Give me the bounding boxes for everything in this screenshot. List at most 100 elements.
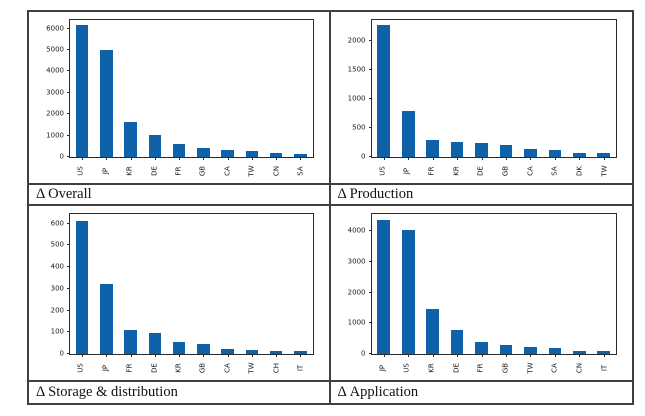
figure-grid-table: 0 1000 2000 3000 4000 5000 6000 US JP KR DE FR GB CA… (27, 10, 634, 405)
bar (148, 134, 162, 157)
bar (100, 49, 113, 157)
bar (124, 330, 137, 354)
x-tick-label: DK (575, 166, 584, 177)
bar (377, 25, 391, 157)
x-label-slot: SA (543, 160, 568, 182)
x-label-slot: FR (420, 160, 445, 182)
bar-slot (119, 214, 143, 354)
x-tick-mark (154, 354, 156, 357)
bar (269, 153, 283, 157)
y-tick-mark (67, 244, 70, 246)
bar (499, 344, 513, 354)
bar-slot (191, 20, 215, 157)
x-tick-mark (300, 157, 302, 160)
x-tick-label: DE (476, 166, 485, 177)
y-tick-label: 300 (50, 284, 64, 293)
caption-application-text: Δ Application (337, 384, 419, 400)
x-label-slot: US (371, 160, 396, 182)
y-tick-mark (67, 27, 70, 29)
x-label-slot: KR (444, 160, 469, 182)
x-tick-mark (179, 354, 181, 357)
x-tick-mark (554, 354, 556, 357)
x-tick-label: TW (247, 165, 256, 178)
caption-storage-distribution-text: Δ Storage & distribution (36, 384, 178, 400)
x-tick-mark (505, 157, 507, 160)
y-tick-label: 1000 (46, 131, 64, 140)
x-tick-mark (227, 354, 229, 357)
x-tick-mark (383, 157, 385, 160)
plot-area-overall: 0 1000 2000 3000 4000 5000 6000 (46, 19, 314, 160)
bar (475, 143, 488, 157)
x-axis-labels-application: JP US KR DE FR GB TW CA CN IT (371, 357, 618, 379)
x-tick-label: GB (198, 363, 207, 374)
y-tick-label: 6000 (46, 24, 64, 33)
x-tick-label: US (76, 166, 85, 177)
x-tick-label: FR (476, 363, 485, 373)
y-tick-mark (67, 156, 70, 157)
x-tick-label: CN (272, 166, 281, 177)
x-tick-label: IT (296, 365, 305, 372)
bar (499, 145, 513, 157)
x-label-slot: IT (289, 357, 313, 379)
bar (269, 350, 283, 354)
bar (450, 329, 464, 354)
x-label-slot: US (69, 160, 93, 182)
bar (197, 147, 210, 157)
x-tick-mark (106, 354, 108, 357)
x-tick-mark (106, 157, 108, 160)
x-label-slot: CN (265, 160, 289, 182)
x-tick-mark (276, 157, 278, 160)
y-tick-mark (67, 48, 70, 50)
caption-storage-distribution: Δ Storage & distribution (29, 382, 331, 403)
bar (221, 150, 234, 157)
x-tick-label: DE (150, 363, 159, 374)
x-label-slot: DE (444, 357, 469, 379)
x-tick-label: CA (550, 363, 559, 374)
x-tick-label: FR (427, 166, 436, 176)
x-label-slot: TW (592, 160, 617, 182)
bar (426, 308, 439, 354)
x-tick-mark (82, 354, 84, 357)
x-tick-mark (408, 157, 410, 160)
caption-overall-text: Δ Overall (36, 186, 92, 202)
bar (172, 341, 186, 354)
x-label-slot: CH (265, 357, 289, 379)
bar-slot (445, 214, 469, 354)
x-tick-label: SA (296, 166, 305, 177)
y-tick-mark (67, 331, 70, 333)
x-label-slot: CA (216, 357, 240, 379)
bar-slot (94, 214, 118, 354)
x-tick-label: CA (223, 166, 232, 177)
x-tick-label: FR (174, 166, 183, 176)
bar (475, 342, 488, 354)
x-tick-mark (300, 354, 302, 357)
y-tick-mark (368, 126, 372, 128)
x-label-slot: JP (371, 357, 396, 379)
y-tick-label: 4000 (347, 226, 366, 235)
x-label-slot: CA (543, 357, 568, 379)
x-label-slot: CA (216, 160, 240, 182)
bar (75, 220, 89, 354)
bar-slot (567, 20, 591, 157)
bar (401, 110, 415, 157)
bar-slot (70, 214, 94, 354)
chart-overall: 0 1000 2000 3000 4000 5000 6000 US JP KR DE FR GB CA… (29, 12, 331, 185)
x-tick-mark (530, 157, 532, 160)
chart-application: 0 1000 2000 3000 4000 JP US KR DE FR GB TW CA CN IT (330, 206, 632, 382)
caption-application: Δ Application (330, 382, 632, 403)
y-tick-mark (368, 68, 372, 70)
figure-production: 0 500 1000 1500 2000 US JP FR KR DE GB CA SA DK TW (331, 12, 633, 183)
bar-slot (119, 20, 143, 157)
bar (548, 348, 562, 354)
bar (573, 350, 586, 354)
x-tick-mark (408, 354, 410, 357)
x-label-slot: FR (118, 357, 142, 379)
x-tick-label: JP (101, 168, 110, 175)
x-label-slot: DE (469, 160, 494, 182)
x-tick-mark (530, 354, 532, 357)
chart-storage-distribution: 0 100 200 300 400 500 600 US JP FR DE KR GB CA TW CH IT (29, 206, 331, 382)
x-tick-label: TW (247, 362, 256, 375)
x-tick-label: GB (501, 166, 510, 177)
y-tick-mark (67, 134, 70, 136)
x-tick-mark (432, 354, 434, 357)
